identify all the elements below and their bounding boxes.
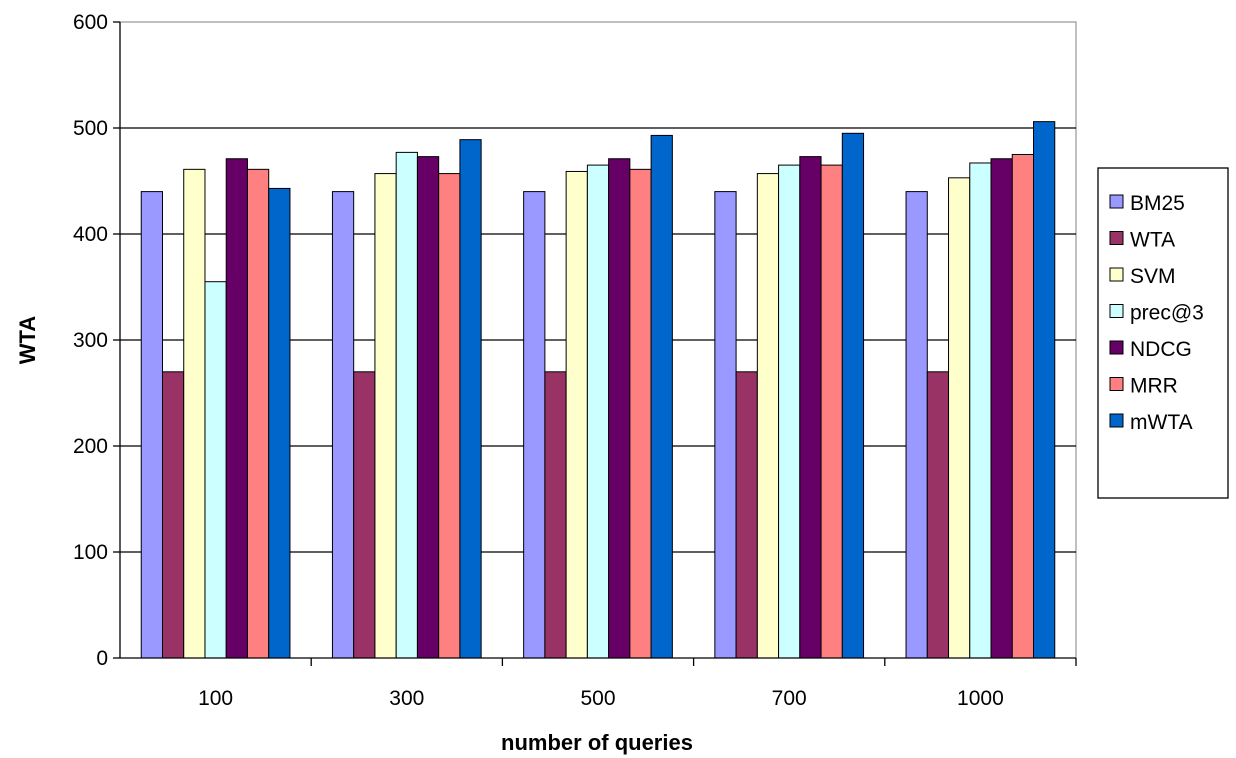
bar-svm (374, 173, 397, 659)
bar-mwta (459, 139, 482, 659)
x-tick-label: 500 (580, 687, 615, 710)
legend-label: WTA (1130, 229, 1175, 252)
x-axis-title: number of queries (501, 730, 693, 755)
legend-swatch (1109, 377, 1124, 391)
legend-swatch (1109, 304, 1124, 318)
legend-swatch (1109, 194, 1124, 209)
bar-mwta (1033, 121, 1056, 659)
bar-bm25 (523, 191, 546, 659)
bar-svm (756, 173, 780, 659)
bar-prec-3 (778, 164, 801, 659)
legend-label: BM25 (1130, 192, 1185, 215)
x-tick-label: 300 (389, 687, 424, 710)
legend-box (1097, 167, 1229, 499)
y-tick-label: 200 (73, 435, 108, 458)
x-tick-label: 700 (772, 687, 807, 710)
bar-bm25 (331, 191, 355, 659)
bar-mwta (268, 187, 291, 659)
bar-bm25 (905, 191, 928, 659)
axes: 0 100 200 300 400 500 600 100 300 500 700 1000 (73, 11, 1077, 710)
legend-label: mWTA (1130, 411, 1193, 434)
legend-label: SVM (1130, 265, 1176, 288)
bar-wta (544, 371, 567, 659)
bar-svm (948, 177, 971, 659)
bar-ndcg (990, 158, 1013, 659)
legend-swatch (1109, 413, 1124, 428)
bar-mrr (820, 164, 843, 659)
legend-label: NDCG (1130, 338, 1192, 361)
bar-wta (735, 371, 758, 659)
x-tick-label: 100 (198, 687, 233, 710)
legend-label: prec@3 (1130, 302, 1204, 325)
y-axis-title: WTA (15, 316, 40, 365)
bars (140, 121, 1056, 659)
bar-bm25 (140, 191, 163, 659)
y-tick-label: 300 (73, 329, 108, 352)
x-tick-label: 1000 (957, 687, 1004, 710)
bar-wta (926, 371, 950, 659)
bar-svm (183, 168, 206, 659)
legend-swatch (1109, 231, 1124, 245)
legend-label: MRR (1130, 375, 1178, 398)
bar-prec-3 (204, 281, 227, 659)
bar-ndcg (416, 156, 440, 659)
bar-mwta (841, 132, 865, 659)
bar-wta (161, 371, 185, 659)
y-tick-label: 500 (73, 117, 108, 140)
y-tick-label: 600 (73, 11, 108, 34)
bar-prec-3 (586, 164, 610, 659)
bar-ndcg (799, 156, 822, 659)
legend-swatch (1109, 267, 1124, 282)
bar-prec-3 (395, 151, 418, 659)
bar-bm25 (714, 191, 737, 659)
legend: BM25 WTA SVM prec@3 NDCG MRR mWTA (1097, 167, 1229, 499)
bar-mrr (1011, 154, 1035, 659)
bar-prec-3 (969, 162, 992, 659)
bar-ndcg (225, 158, 248, 659)
bar-mrr (438, 173, 461, 659)
bar-mrr (629, 168, 652, 659)
bar-ndcg (608, 158, 631, 659)
bar-wta (353, 371, 376, 659)
legend-swatch (1109, 340, 1124, 355)
y-tick-label: 100 (73, 541, 108, 564)
y-tick-label: 0 (96, 647, 108, 670)
bar-mrr (246, 168, 270, 659)
bar-mwta (650, 134, 673, 659)
y-tick-label: 400 (73, 223, 108, 246)
bar-svm (565, 170, 588, 659)
